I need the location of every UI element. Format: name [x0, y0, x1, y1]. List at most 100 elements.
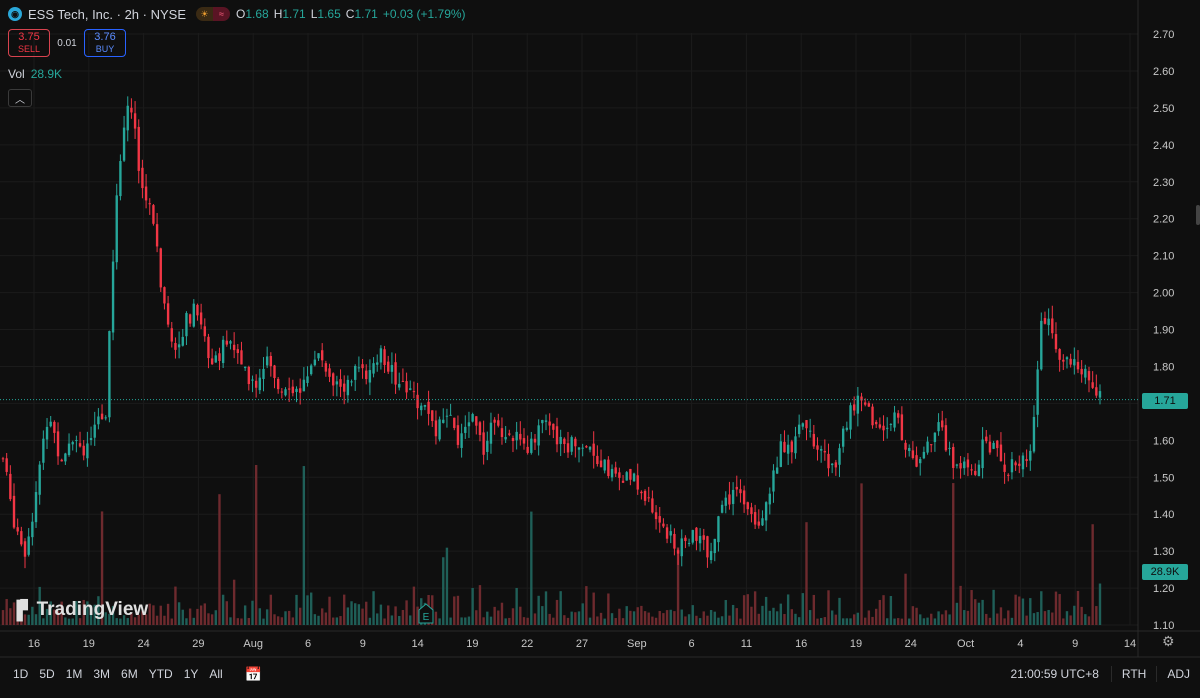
volume-bar [596, 616, 599, 625]
clock-time[interactable]: 21:00:59 UTC+8 [1010, 667, 1099, 681]
trade-panel: 3.75 SELL 0.01 3.76 BUY [8, 29, 126, 57]
y-tick-label: 2.30 [1153, 177, 1174, 189]
volume-bar [137, 614, 140, 625]
volume-bar [390, 615, 394, 625]
range-ytd-button[interactable]: YTD [148, 667, 173, 681]
volume-bar [592, 592, 595, 625]
session-toggle[interactable]: RTH [1121, 667, 1147, 681]
range-1m-button[interactable]: 1M [65, 667, 83, 681]
candle-body [886, 427, 889, 429]
candle-body [687, 542, 691, 544]
volume-bar [401, 610, 405, 625]
volume-legend: Vol 28.9K [8, 67, 63, 81]
volume-bar [981, 599, 984, 625]
volume-bar [871, 616, 874, 625]
settings-gear-icon[interactable]: ⚙ [1162, 633, 1175, 649]
volume-bar [629, 610, 632, 625]
candle-body [119, 161, 122, 197]
volume-bar [801, 593, 805, 625]
candle-body [519, 433, 522, 440]
candle-body [838, 448, 841, 465]
candle-body [1029, 450, 1032, 461]
volume-bar [1, 610, 5, 625]
volume-bar [467, 616, 471, 625]
candle-body [911, 450, 915, 459]
candle-body [977, 464, 981, 477]
adjustment-toggle[interactable]: ADJ [1167, 667, 1190, 681]
range-all-button[interactable]: All [209, 667, 223, 681]
candle-body [1010, 459, 1014, 473]
volume-bar [269, 594, 273, 625]
candle-body [871, 406, 874, 426]
volume-bar [504, 618, 507, 625]
volume-bar [1065, 611, 1069, 625]
volume-bar [897, 618, 900, 625]
range-5d-button[interactable]: 5D [39, 667, 55, 681]
candle-body [387, 361, 390, 372]
candle-body [1076, 361, 1080, 370]
volume-bar [170, 618, 173, 625]
candle-body [31, 521, 34, 538]
candle-body [207, 336, 210, 359]
x-tick-label: 11 [741, 638, 752, 650]
candle-body [849, 405, 852, 430]
volume-bar [790, 609, 794, 625]
candle-body [482, 432, 485, 455]
candle-body [276, 378, 280, 390]
candle-body [691, 530, 694, 543]
x-tick-label: 19 [83, 638, 95, 650]
market-status-badge[interactable]: ☀ ≈ [196, 7, 230, 21]
candle-body [284, 389, 287, 396]
volume-bar [585, 586, 588, 625]
volume-bar [519, 606, 522, 625]
volume-bar [133, 617, 137, 625]
candle-body [845, 427, 849, 430]
range-3m-button[interactable]: 3M [93, 667, 111, 681]
scroll-handle[interactable] [1196, 205, 1200, 225]
candle-body [53, 421, 56, 433]
volume-bar [1084, 614, 1087, 625]
sell-button[interactable]: 3.75 SELL [8, 29, 50, 57]
candle-body [71, 442, 74, 445]
collapse-legend-button[interactable]: ︿ [8, 89, 32, 107]
last-price-label: 1.71 [1142, 393, 1188, 409]
volume-bar [819, 618, 823, 625]
range-1y-button[interactable]: 1Y [183, 667, 199, 681]
candle-body [878, 424, 882, 428]
symbol-title[interactable]: ESS Tech, Inc. · 2h · NYSE [28, 6, 186, 22]
volume-bar [328, 596, 331, 625]
candle-body [1087, 371, 1091, 381]
volume-bar [141, 611, 144, 625]
candle-body [122, 127, 126, 161]
candle-body [863, 402, 867, 405]
candle-body [610, 468, 614, 478]
volume-bar [302, 466, 306, 625]
volume-bar [838, 597, 841, 625]
volume-bar [64, 617, 67, 625]
candle-body [1051, 318, 1054, 334]
candle-body [530, 438, 533, 453]
candle-body [1084, 368, 1087, 378]
volume-bar [225, 601, 228, 625]
volume-bar [27, 614, 30, 625]
volume-bar [409, 615, 412, 625]
candle-body [922, 451, 926, 459]
candle-body [309, 365, 313, 375]
sun-icon: ☀ [196, 7, 213, 21]
range-1d-button[interactable]: 1D [13, 667, 29, 681]
candle-body [504, 436, 507, 440]
volume-bar [746, 594, 749, 625]
buy-button[interactable]: 3.76 BUY [84, 29, 126, 57]
range-6m-button[interactable]: 6M [121, 667, 138, 681]
volume-bar [53, 609, 56, 625]
candle-body [596, 455, 599, 465]
calendar-icon[interactable]: 📅 [244, 665, 263, 682]
volume-bar [119, 618, 122, 625]
volume-bar [996, 613, 999, 625]
volume-bar [941, 614, 944, 625]
volume-bar [863, 617, 867, 625]
candle-body [805, 420, 808, 429]
candle-body [251, 379, 254, 381]
volume-bar [31, 606, 34, 625]
